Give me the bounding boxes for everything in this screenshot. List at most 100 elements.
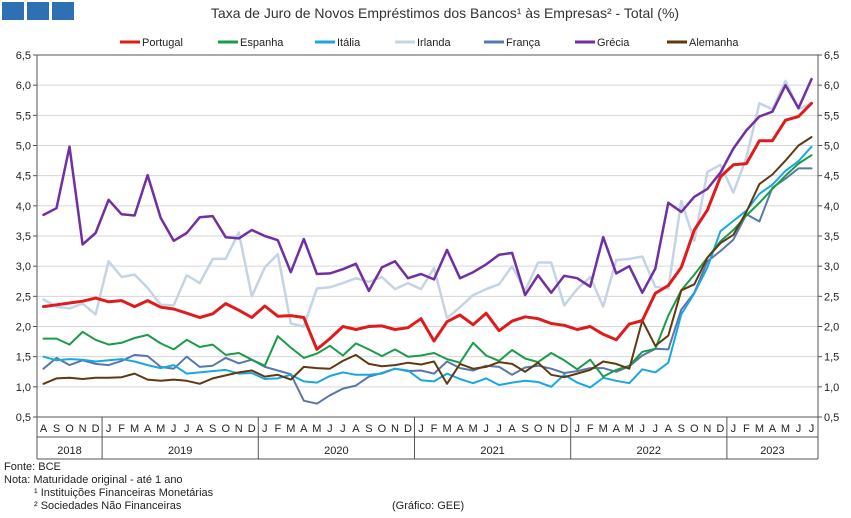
chart-title: Taxa de Juro de Novos Empréstimos dos Ba… [211,5,679,21]
x-tick-label: J [418,423,424,435]
grid [37,84,818,388]
y-tick-label: 4,0 [16,201,31,213]
x-tick-label: O [65,423,74,435]
y-tick-label: 5,5 [824,110,839,122]
x-tick-label: A [40,423,48,435]
series-line-grécia [42,77,813,297]
x-tick-label: J [327,423,333,435]
y-tick-label: 1,0 [16,382,31,394]
credit-text: (Gráfico: GEE) [392,500,465,512]
x-tick-label: J [640,423,646,435]
x-tick-label: O [534,423,543,435]
x-tick-label: D [92,423,100,435]
x-tick-label: N [547,423,555,435]
logo-block-3 [52,2,74,20]
legend-label: Alemanha [689,37,739,49]
y-tick-label: 1,5 [16,352,31,364]
x-tick-label: J [731,423,737,435]
series-line-frança [42,167,813,405]
x-tick-label: M [130,423,139,435]
y-tick-label: 2,0 [824,322,839,334]
x-tick-label: J [340,423,346,435]
year-label: 2018 [57,445,81,457]
y-tick-label: 6,0 [824,80,839,92]
y-tick-label: 1,5 [824,352,839,364]
x-tick-label: M [468,423,477,435]
series-line-itália [42,145,813,389]
y-tick-label: 1,0 [824,382,839,394]
footnote-1: ¹ Instituições Financeiras Monetárias [34,487,214,499]
logo-block-2 [27,2,49,20]
legend-label: Irlanda [417,37,452,49]
x-tick-label: J [809,423,815,435]
x-tick-label: N [235,423,243,435]
x-tick-label: J [653,423,659,435]
y-tick-label: 5,5 [16,110,31,122]
x-tick-label: A [665,423,673,435]
y-tick-label: 2,5 [824,291,839,303]
plot-lines [42,77,813,405]
note-text: Nota: Maturidade original - até 1 ano [4,474,183,486]
y-tick-label: 6,0 [16,80,31,92]
year-label: 2019 [168,445,192,457]
y-tick-label: 3,0 [16,261,31,273]
legend-label: Portugal [142,37,183,49]
x-tick-label: M [599,423,608,435]
y-tick-label: 0,5 [824,412,839,424]
x-tick-label: N [391,423,399,435]
x-tick-label: A [300,423,308,435]
x-tick-label: J [262,423,268,435]
y-tick-label: 2,5 [16,291,31,303]
year-label: 2021 [480,445,504,457]
series-line-espanha [42,154,813,378]
y-tick-label: 4,5 [824,171,839,183]
year-label: 2023 [760,445,784,457]
x-tick-label: M [156,423,165,435]
x-tick-label: A [613,423,621,435]
y-tick-label: 5,0 [16,141,31,153]
x-tick-label: F [743,423,750,435]
x-tick-label: S [678,423,685,435]
x-tick-label: J [483,423,489,435]
x-tick-label: M [625,423,634,435]
x-tick-label: D [248,423,256,435]
x-tick-label: F [274,423,281,435]
x-tick-label: O [378,423,387,435]
x-tick-label: S [521,423,528,435]
y-tick-label: 0,5 [16,412,31,424]
legend-label: Itália [337,37,361,49]
y-axis-left: 0,5 1,0 1,5 2,0 2,5 3,0 3,5 4,0 4,5 5,0 5,5 6,0 6,5 [16,50,37,424]
x-tick-label: M [312,423,321,435]
x-tick-label: O [690,423,699,435]
logo-blocks [2,2,74,20]
y-tick-label: 3,5 [824,231,839,243]
legend-label: Espanha [240,37,284,49]
x-tick-label: J [796,423,802,435]
x-tick-label: D [404,423,412,435]
y-tick-label: 4,0 [824,201,839,213]
x-tick-label: J [106,423,112,435]
x-tick-label: M [781,423,790,435]
y-tick-label: 6,5 [824,50,839,62]
x-tick-label: J [184,423,190,435]
footnote-2: ² Sociedades Não Financeiras [34,500,182,512]
year-label: 2022 [637,445,661,457]
x-tick-label: O [221,423,230,435]
x-tick-label: A [196,423,204,435]
series-line-alemanha [42,136,813,385]
x-tick-label: N [79,423,87,435]
source-text: Fonte: BCE [4,461,61,473]
y-tick-label: 6,5 [16,50,31,62]
x-tick-label: M [755,423,764,435]
x-tick-label: A [508,423,516,435]
x-tick-label: F [431,423,438,435]
legend-label: Grécia [597,37,630,49]
x-tick-label: A [352,423,360,435]
x-tick-label: F [587,423,594,435]
x-tick-label: A [456,423,464,435]
logo-block-1 [2,2,24,20]
series-line-portugal [42,101,813,351]
x-tick-label: M [286,423,295,435]
